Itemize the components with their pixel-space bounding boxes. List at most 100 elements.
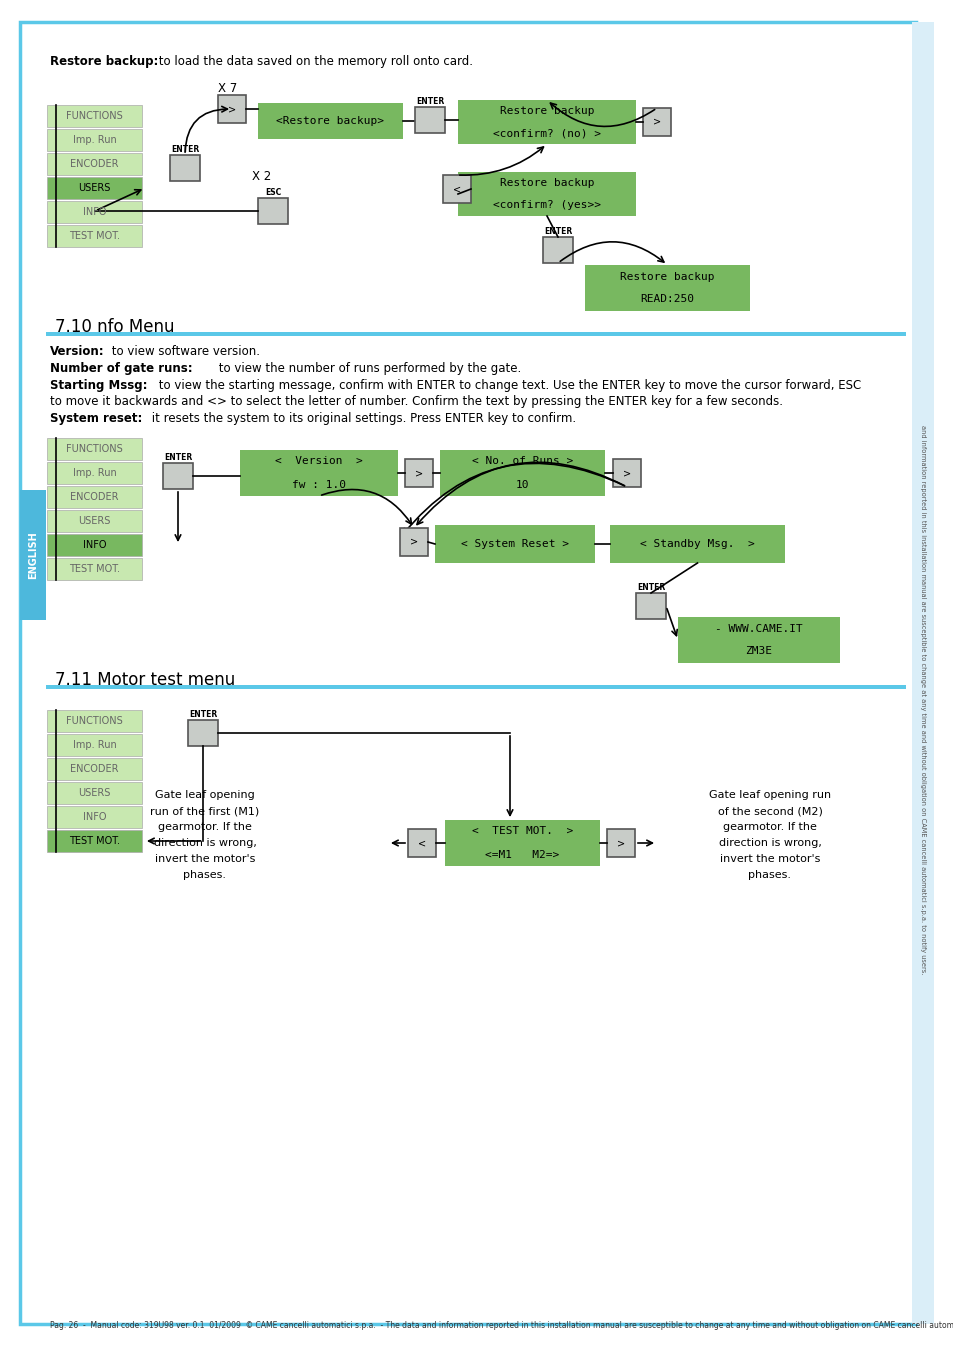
- Bar: [47, 535, 142, 556]
- Bar: [47, 130, 142, 151]
- Bar: [642, 108, 670, 136]
- Bar: [911, 22, 933, 1324]
- Text: < System Reset >: < System Reset >: [460, 539, 568, 549]
- Text: Restore backup: Restore backup: [499, 178, 594, 188]
- Text: INFO: INFO: [83, 811, 106, 822]
- Text: FUNCTIONS: FUNCTIONS: [66, 716, 123, 726]
- Text: Imp. Run: Imp. Run: [72, 135, 116, 144]
- Bar: [46, 332, 905, 336]
- Text: to view the number of runs performed by the gate.: to view the number of runs performed by …: [214, 362, 520, 375]
- Bar: [47, 782, 142, 805]
- Text: USERS: USERS: [78, 788, 111, 798]
- Text: <confirm? (no) >: <confirm? (no) >: [493, 128, 600, 138]
- Text: ENTER: ENTER: [189, 710, 217, 720]
- Bar: [613, 459, 640, 487]
- Bar: [542, 238, 573, 263]
- Text: to move it backwards and <> to select the letter of number. Confirm the text by : to move it backwards and <> to select th…: [50, 396, 782, 408]
- Bar: [47, 437, 142, 460]
- Text: ENTER: ENTER: [416, 97, 444, 107]
- Text: ENCODER: ENCODER: [71, 491, 118, 502]
- Text: >: >: [415, 468, 422, 478]
- Bar: [47, 757, 142, 780]
- Bar: [415, 107, 444, 134]
- Text: direction is wrong,: direction is wrong,: [718, 838, 821, 848]
- Text: TEST MOT.: TEST MOT.: [69, 231, 120, 242]
- Text: ENGLISH: ENGLISH: [28, 531, 38, 579]
- Text: ZM3E: ZM3E: [744, 647, 772, 656]
- Text: USERS: USERS: [78, 516, 111, 526]
- Text: TEST MOT.: TEST MOT.: [69, 836, 120, 846]
- Text: < No. of Runs >: < No. of Runs >: [472, 456, 573, 467]
- Bar: [47, 734, 142, 756]
- Bar: [47, 806, 142, 828]
- Bar: [47, 201, 142, 223]
- Text: FUNCTIONS: FUNCTIONS: [66, 111, 123, 122]
- Text: ESC: ESC: [265, 188, 281, 197]
- Bar: [20, 490, 46, 620]
- Bar: [163, 463, 193, 489]
- Bar: [636, 593, 665, 620]
- Text: Restore backup: Restore backup: [619, 271, 714, 282]
- Bar: [399, 528, 428, 556]
- Bar: [408, 829, 436, 857]
- Text: ENCODER: ENCODER: [71, 159, 118, 169]
- Text: <Restore backup>: <Restore backup>: [276, 116, 384, 126]
- Text: >: >: [617, 838, 624, 848]
- Text: of the second (M2): of the second (M2): [717, 806, 821, 815]
- Text: phases.: phases.: [183, 869, 226, 880]
- Bar: [47, 153, 142, 176]
- Text: ENTER: ENTER: [164, 454, 192, 462]
- Text: >: >: [410, 537, 417, 547]
- Text: and information reported in this installation manual are susceptible to change a: and information reported in this install…: [919, 425, 925, 975]
- Text: INFO: INFO: [83, 207, 106, 217]
- Bar: [442, 176, 471, 202]
- Text: >: >: [228, 104, 235, 113]
- Text: run of the first (M1): run of the first (M1): [151, 806, 259, 815]
- Text: ENTER: ENTER: [637, 583, 664, 593]
- Text: fw : 1.0: fw : 1.0: [292, 479, 346, 490]
- Text: Imp. Run: Imp. Run: [72, 468, 116, 478]
- Text: >: >: [622, 468, 630, 478]
- Text: System reset:: System reset:: [50, 412, 142, 425]
- Text: ENTER: ENTER: [171, 144, 199, 154]
- Bar: [47, 225, 142, 247]
- Text: <=M1   M2=>: <=M1 M2=>: [485, 849, 559, 860]
- Text: FUNCTIONS: FUNCTIONS: [66, 444, 123, 454]
- Text: <  TEST MOT.  >: < TEST MOT. >: [472, 826, 573, 837]
- Bar: [240, 450, 397, 495]
- Bar: [257, 198, 288, 224]
- Bar: [444, 819, 599, 865]
- Text: <  Version  >: < Version >: [274, 456, 362, 467]
- Bar: [678, 617, 840, 663]
- Text: READ:250: READ:250: [639, 294, 694, 305]
- Bar: [439, 450, 604, 495]
- Text: direction is wrong,: direction is wrong,: [153, 838, 256, 848]
- Bar: [47, 486, 142, 508]
- Text: 10: 10: [516, 479, 529, 490]
- Bar: [257, 103, 402, 139]
- Text: gearmotor. If the: gearmotor. If the: [722, 822, 816, 832]
- Text: ENCODER: ENCODER: [71, 764, 118, 774]
- Text: phases.: phases.: [748, 869, 791, 880]
- Text: X 7: X 7: [218, 82, 237, 94]
- Bar: [188, 720, 218, 747]
- Text: Number of gate runs:: Number of gate runs:: [50, 362, 193, 375]
- Bar: [47, 510, 142, 532]
- Text: to view software version.: to view software version.: [108, 346, 260, 358]
- Text: Restore backup:: Restore backup:: [50, 55, 158, 68]
- Bar: [47, 105, 142, 127]
- Text: Restore backup: Restore backup: [499, 107, 594, 116]
- Bar: [584, 265, 749, 310]
- Text: X 2: X 2: [252, 170, 271, 184]
- Text: to load the data saved on the memory roll onto card.: to load the data saved on the memory rol…: [154, 55, 473, 68]
- Bar: [435, 525, 595, 563]
- Text: - WWW.CAME.IT: - WWW.CAME.IT: [715, 624, 802, 633]
- Text: >: >: [652, 117, 660, 127]
- Text: Gate leaf opening: Gate leaf opening: [155, 790, 254, 801]
- Text: Gate leaf opening run: Gate leaf opening run: [708, 790, 830, 801]
- Text: Imp. Run: Imp. Run: [72, 740, 116, 751]
- Text: USERS: USERS: [78, 184, 111, 193]
- Text: 7.10 nfo Menu: 7.10 nfo Menu: [55, 319, 174, 336]
- Bar: [47, 830, 142, 852]
- Bar: [47, 462, 142, 485]
